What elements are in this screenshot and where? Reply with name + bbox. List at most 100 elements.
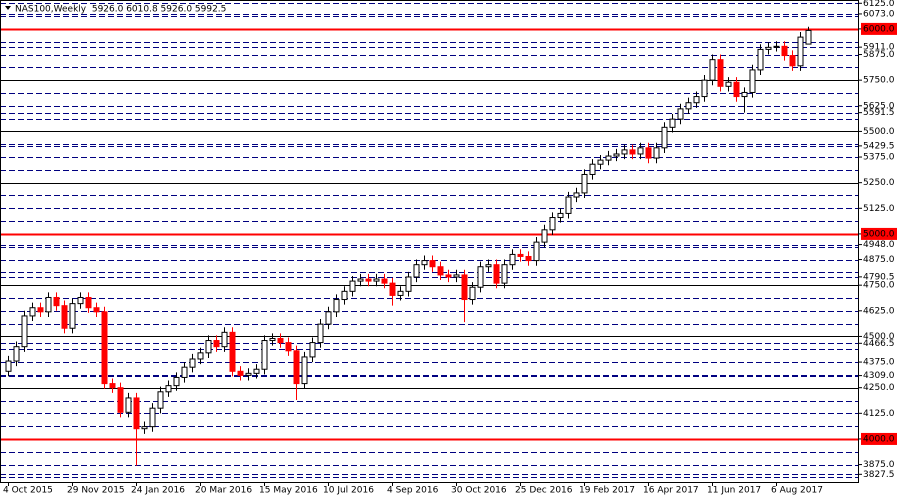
y-tick-label: 4309.0 xyxy=(863,371,895,381)
y-tick-label: 6073.0 xyxy=(863,9,895,19)
candle-body xyxy=(765,46,772,50)
candle-body xyxy=(557,212,564,219)
x-tick-label: 16 Apr 2017 xyxy=(643,486,699,496)
candle-body xyxy=(701,79,708,98)
candle-body xyxy=(621,149,628,155)
candle-body xyxy=(45,296,52,313)
y-tick-label: 4000.0 xyxy=(863,434,895,444)
candle-body xyxy=(461,274,468,301)
candles xyxy=(5,26,812,466)
y-tick-label: 5500.0 xyxy=(863,127,895,137)
y-tick-label: 5000.0 xyxy=(863,229,895,239)
chart-title: NAS100,Weekly 5926.0 6010.8 5926.0 5992.… xyxy=(15,5,226,15)
candle-body xyxy=(741,91,748,98)
y-tick-highlight xyxy=(861,22,897,35)
candle-body xyxy=(229,331,236,372)
x-tick-label: 4 Sep 2016 xyxy=(387,486,439,496)
candle-body xyxy=(77,296,84,305)
candle-body xyxy=(789,55,796,67)
candle-body xyxy=(325,311,332,325)
candle-body xyxy=(317,323,324,344)
y-tick-label: 4250.0 xyxy=(863,383,895,393)
candle-body xyxy=(565,196,572,214)
y-tick-label: 6000.0 xyxy=(863,24,895,34)
candle-body xyxy=(445,274,452,278)
candle-body xyxy=(645,147,652,159)
y-tick-label: 4625.0 xyxy=(863,306,895,316)
candle-body xyxy=(301,356,308,385)
x-tick-label: 19 Feb 2017 xyxy=(579,486,635,496)
x-tick-label: 24 Jan 2016 xyxy=(131,486,185,496)
candle-body xyxy=(677,108,684,120)
candle-body xyxy=(125,397,132,413)
candle-body xyxy=(661,126,668,149)
candle-body xyxy=(653,147,660,159)
candle-body xyxy=(245,372,252,376)
candle-body xyxy=(757,48,764,71)
candle-body xyxy=(197,352,204,360)
y-tick-label: 4500.0 xyxy=(863,332,895,342)
x-tick-label: 10 Jul 2016 xyxy=(323,486,374,496)
candle-body xyxy=(781,45,788,57)
y-tick-label: 5375.0 xyxy=(863,153,895,163)
candle-body xyxy=(525,255,532,262)
candle-body xyxy=(173,376,180,387)
candle-body xyxy=(477,266,484,288)
menu-arrow[interactable] xyxy=(5,6,11,10)
x-tick-label: 20 Mar 2016 xyxy=(195,486,252,496)
candle-body xyxy=(437,266,444,276)
y-tick-label: 4125.0 xyxy=(863,409,895,419)
x-tick-label: 30 Oct 2016 xyxy=(451,486,507,496)
candle-body xyxy=(605,155,612,161)
x-tick-label: 29 Nov 2015 xyxy=(67,486,125,496)
candle-body xyxy=(61,305,68,329)
candle-body xyxy=(357,278,364,282)
y-tick-label: 4466.5 xyxy=(863,339,895,349)
x-tick-label: 11 Jun 2017 xyxy=(707,486,761,496)
candle-body xyxy=(589,163,596,175)
y-tick-highlight xyxy=(861,432,897,445)
candle-body xyxy=(21,315,28,348)
candle-body xyxy=(469,286,476,301)
candle-body xyxy=(85,296,92,309)
candle-body xyxy=(533,241,540,262)
candle-body xyxy=(333,299,340,313)
candle-body xyxy=(669,118,676,128)
candle-body xyxy=(397,290,404,296)
candle-body xyxy=(797,36,804,67)
candle-body xyxy=(693,96,700,104)
candle-body xyxy=(581,173,588,194)
candle-body xyxy=(285,342,292,352)
y-tick-label: 5250.0 xyxy=(863,178,895,188)
candle-body xyxy=(269,337,276,342)
candle-body xyxy=(133,397,140,430)
candle-body xyxy=(373,278,380,282)
candle-body xyxy=(725,81,732,87)
candle-body xyxy=(541,229,548,243)
y-tick-label: 5591.5 xyxy=(863,108,895,118)
y-tick-label: 6125.0 xyxy=(863,0,895,9)
candle-body xyxy=(277,337,284,344)
candle-body xyxy=(37,307,44,313)
y-tick-label: 3875.0 xyxy=(863,460,895,470)
candle-body xyxy=(53,296,60,307)
candle-body xyxy=(189,358,196,368)
candle-body xyxy=(573,192,580,198)
candle-body xyxy=(165,385,172,393)
candle-body xyxy=(29,307,36,317)
candle-body xyxy=(629,149,636,155)
y-tick-label: 4790.5 xyxy=(863,272,895,282)
candle-body xyxy=(405,276,412,292)
candle-body xyxy=(421,260,428,266)
y-tick-label: 4750.0 xyxy=(863,281,895,291)
y-tick-label: 4875.0 xyxy=(863,255,895,265)
candle-body xyxy=(549,217,556,231)
candle-body xyxy=(381,278,388,284)
candle-body xyxy=(413,264,420,278)
candle-body xyxy=(141,426,148,430)
x-tick-label: 15 May 2016 xyxy=(259,486,318,496)
y-tick-label: 4375.0 xyxy=(863,358,895,368)
plot-frame xyxy=(0,0,859,483)
candle-body xyxy=(149,407,156,428)
candle-body xyxy=(13,346,20,362)
